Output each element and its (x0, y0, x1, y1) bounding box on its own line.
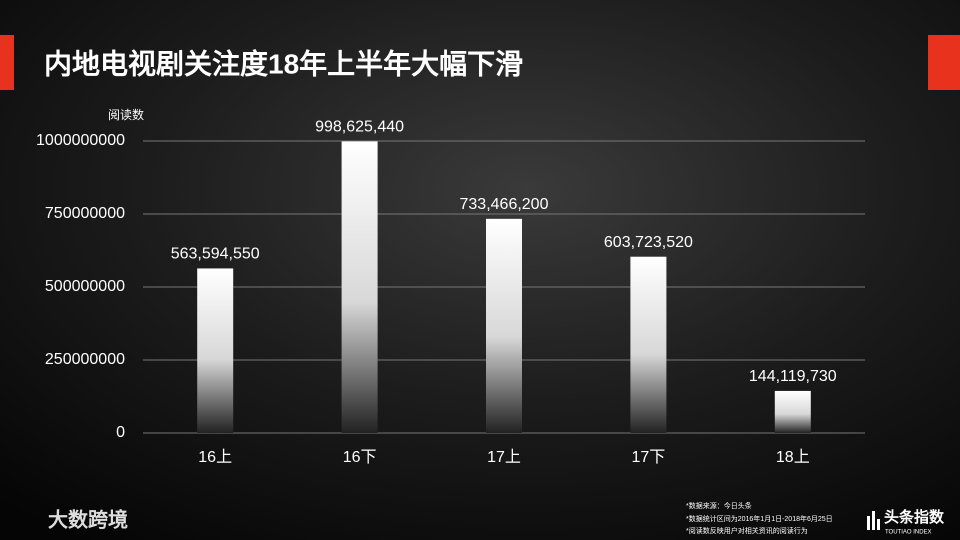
right-logo: 头条指数 (884, 508, 945, 526)
bar (341, 141, 378, 433)
footer-note: *数据来源：今日头条 (686, 501, 752, 510)
bar (197, 268, 234, 433)
footer-note: *数据统计区间为2016年1月1日-2018年6月25日 (686, 514, 833, 523)
y-tick-label: 0 (116, 424, 125, 441)
y-tick-label: 1000000000 (36, 132, 125, 149)
data-label: 563,594,550 (171, 246, 260, 263)
bar (486, 218, 522, 433)
right-logo-icon (867, 511, 880, 530)
data-label: 144,119,730 (749, 368, 837, 385)
footer-note: *阅读数反映用户对相关资讯的阅读行为 (686, 526, 808, 535)
x-tick-label: 16下 (343, 449, 377, 466)
bar (630, 256, 667, 433)
y-tick-label: 250000000 (45, 351, 125, 368)
x-tick-label: 16上 (198, 448, 232, 466)
accent-left (0, 35, 14, 90)
x-tick-label: 17上 (487, 448, 521, 466)
data-label: 603,723,520 (604, 234, 693, 251)
y-tick-label: 500000000 (45, 278, 125, 295)
chart-title: 内地电视剧关注度18年上半年大幅下滑 (44, 47, 523, 79)
left-logo: 大数跨境 (48, 507, 128, 531)
data-label: 998,625,440 (315, 119, 404, 136)
right-logo-sub: TOUTIAO INDEX (885, 530, 932, 536)
data-label: 733,466,200 (460, 196, 549, 213)
x-tick-label: 18上 (776, 448, 810, 466)
accent-right (928, 35, 960, 90)
y-tick-label: 750000000 (45, 205, 125, 222)
y-axis-label: 阅读数 (108, 107, 144, 122)
x-tick-label: 17下 (631, 449, 665, 466)
bar (774, 390, 811, 433)
